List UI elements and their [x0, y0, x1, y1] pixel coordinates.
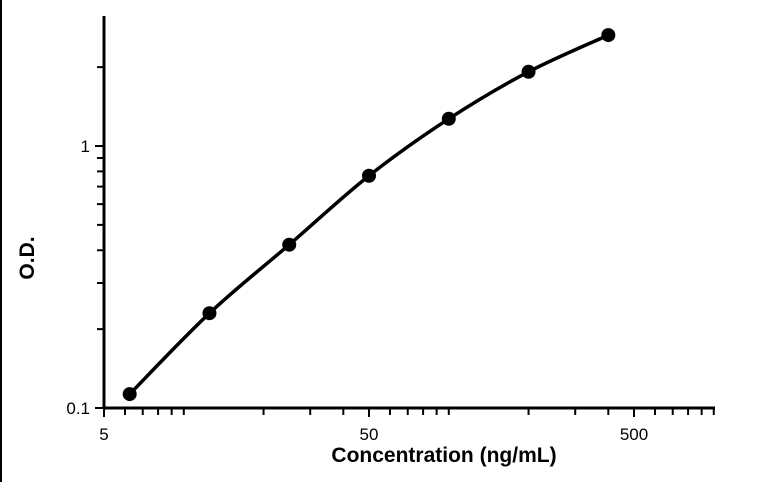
left-frame-line [0, 0, 2, 482]
x-axis-title: Concentration (ng/mL) [331, 444, 556, 467]
y-axis-title: O.D. [16, 236, 39, 279]
data-point [601, 28, 616, 43]
curve-layer [128, 33, 610, 396]
data-point [282, 237, 297, 252]
data-point [202, 306, 217, 321]
data-point [441, 111, 456, 126]
axes: 5 50 500 0.1 1 [66, 16, 715, 444]
y-tick-label: 1 [81, 137, 90, 156]
x-tick-label: 500 [620, 425, 648, 444]
x-tick-label: 50 [360, 425, 379, 444]
series-line [128, 33, 610, 396]
data-point [521, 64, 536, 79]
x-tick-label: 5 [99, 425, 108, 444]
data-point [362, 168, 376, 183]
y-tick-label: 0.1 [66, 399, 90, 418]
data-point [122, 387, 137, 402]
points-layer [122, 28, 616, 402]
